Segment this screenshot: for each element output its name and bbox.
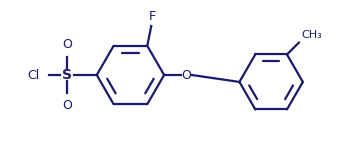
Text: CH₃: CH₃ <box>302 30 323 40</box>
Text: Cl: Cl <box>27 69 39 81</box>
Text: S: S <box>62 68 72 82</box>
Text: O: O <box>62 38 72 51</box>
Text: O: O <box>181 69 191 81</box>
Text: O: O <box>62 99 72 112</box>
Text: F: F <box>149 10 156 23</box>
